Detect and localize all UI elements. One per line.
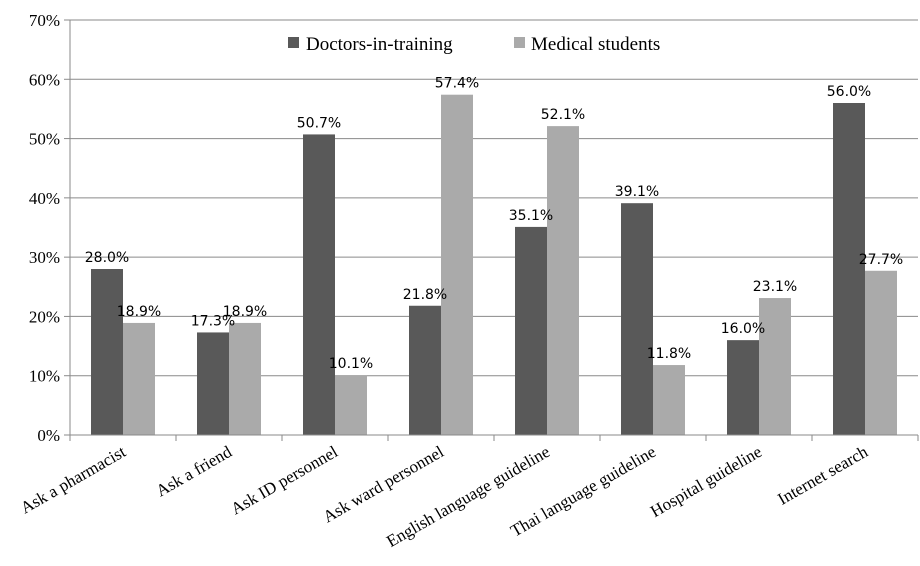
y-tick-label: 30%: [29, 248, 60, 267]
data-label: 56.0%: [827, 84, 871, 100]
data-label: 28.0%: [85, 250, 129, 266]
gridlines: [70, 19, 918, 377]
data-label: 21.8%: [403, 287, 447, 303]
axes: [69, 20, 919, 441]
data-label: 50.7%: [297, 115, 341, 131]
legend-label-students: Medical students: [531, 34, 660, 55]
y-tick-label: 10%: [29, 367, 60, 386]
legend: Doctors-in-training Medical students: [288, 34, 660, 55]
bar: [547, 126, 579, 435]
data-label: 10.1%: [329, 356, 373, 372]
legend-swatch-students: [514, 37, 525, 48]
legend-swatch-doctors: [288, 37, 299, 48]
y-axis-ticks: 0% 10% 20% 30% 40% 50% 60% 70%: [29, 11, 70, 445]
bar: [409, 305, 441, 435]
bars: [91, 94, 897, 435]
category-label: Internet search: [774, 442, 871, 509]
bar: [197, 332, 229, 435]
data-label: 16.0%: [721, 321, 765, 337]
data-label: 57.4%: [435, 76, 479, 92]
bar: [727, 340, 759, 435]
data-label: 18.9%: [223, 304, 267, 320]
bar: [91, 269, 123, 435]
bar: [229, 322, 261, 435]
bar: [515, 226, 547, 435]
category-label: Hospital guideline: [647, 442, 765, 521]
data-label: 35.1%: [509, 208, 553, 224]
y-tick-label: 70%: [29, 11, 60, 30]
bar: [865, 270, 897, 435]
category-label: Ask a pharmacist: [17, 442, 129, 518]
data-label: 52.1%: [541, 107, 585, 123]
bar: [335, 375, 367, 435]
bar: [123, 322, 155, 435]
data-label: 18.9%: [117, 304, 161, 320]
bar: [621, 203, 653, 435]
data-label: 27.7%: [859, 252, 903, 268]
legend-label-doctors: Doctors-in-training: [306, 34, 453, 55]
y-tick-label: 60%: [29, 70, 60, 89]
y-tick-label: 20%: [29, 307, 60, 326]
data-label: 17.3%: [191, 313, 235, 329]
data-label: 11.8%: [647, 346, 691, 362]
data-labels: 28.0% 17.3% 50.7% 21.8% 35.1% 39.1% 16.0% 56.0%…: [85, 76, 903, 372]
data-label: 39.1%: [615, 184, 659, 200]
bar: [303, 134, 335, 435]
data-label: 23.1%: [753, 279, 797, 295]
category-label: Ask a friend: [153, 442, 236, 501]
y-tick-label: 50%: [29, 130, 60, 149]
bar: [653, 365, 685, 435]
bar: [759, 298, 791, 435]
y-tick-label: 40%: [29, 189, 60, 208]
bar: [441, 94, 473, 435]
bar: [833, 103, 865, 435]
y-tick-label: 0%: [37, 426, 60, 445]
